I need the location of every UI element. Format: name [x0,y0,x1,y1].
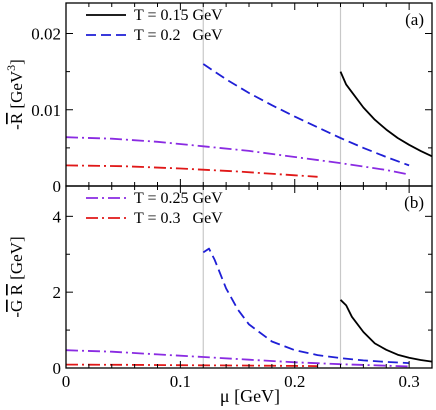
y-tick-label: 0.01 [31,101,61,120]
panel-label: (b) [404,193,424,212]
y-tick-label: 0 [53,359,62,378]
plot-frame [65,2,433,187]
legend-label: T = 0.15 GeV [134,7,223,24]
panel-b: 0 0.1 0.2 0.3 0 2 4 (b) T = 0.25 GeV T = 0.3 GeV -… [7,185,433,391]
y-axis-label-part: ] [7,59,26,65]
y-axis-label-part: [GeV] [7,236,26,284]
legend-label: T = 0.2 GeV [134,27,223,44]
plot-frame [65,185,433,369]
y-axis-label-part: 3 [4,65,18,71]
series-line [65,363,318,367]
x-tick-label: 0.2 [284,372,305,391]
x-tick-label: 0.3 [399,372,420,391]
y-axis-label-overbar-symbol: R [7,112,26,124]
series-line [339,299,433,363]
y-axis-label-overbar-symbol: R [7,283,26,295]
panel-label: (a) [405,10,424,29]
y-tick-label: 0.02 [31,25,61,44]
series-line [202,63,410,167]
series-line [339,71,433,158]
series-line [65,349,410,368]
y-axis-label-part: - [7,124,26,130]
y-tick-label: 4 [53,207,62,226]
x-tick-label: 0.1 [170,372,191,391]
series-line [65,136,410,176]
y-axis-label-part: - [7,312,26,318]
panel-a: 0 0.01 0.02 (a) T = 0.15 GeV T = 0.2 GeV -R [G… [4,2,433,196]
series-line [202,247,410,364]
y-axis-label-part: [GeV [7,70,26,113]
legend-label: T = 0.3 GeV [134,210,223,227]
y-axis-label-overbar-symbol: G [7,300,26,312]
y-tick-label: 2 [53,283,62,302]
y-tick-label: 0 [53,177,62,196]
legend-label: T = 0.25 GeV [134,190,223,207]
series-line [65,164,318,178]
y-axis-label: -G R [GeV] [7,236,26,317]
x-axis-label-text: μ [GeV] [220,386,280,406]
x-tick-label: 0 [62,372,71,391]
x-axis-label: μ [GeV] [220,386,280,406]
y-axis-label: -R [GeV3] [4,59,26,130]
